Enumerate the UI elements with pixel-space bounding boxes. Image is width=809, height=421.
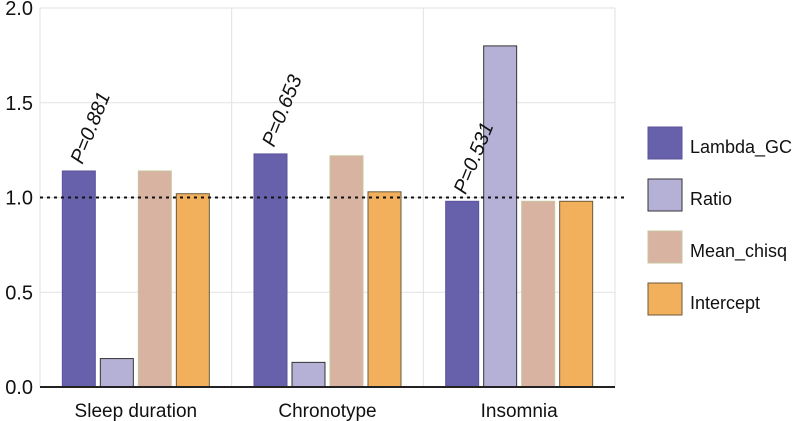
legend-label-mean-chisq: Mean_chisq — [690, 241, 787, 262]
bar-ratio-insomnia — [483, 45, 518, 388]
p-value-label: P=0.881 — [67, 89, 116, 167]
legend: Lambda_GC Ratio Mean_chisq Intercept — [647, 126, 792, 316]
legend-swatch-mean-chisq — [647, 230, 683, 264]
legend-label-intercept: Intercept — [690, 293, 760, 313]
bar-mean-chisq-chronotype — [329, 155, 364, 388]
y-tick-label: 0.0 — [5, 377, 33, 399]
bar-mean-chisq-sleep-duration — [137, 170, 172, 388]
y-tick-label: 2.0 — [5, 0, 33, 20]
legend-label-ratio: Ratio — [690, 189, 732, 209]
y-tick-label: 1.5 — [5, 93, 33, 115]
x-category-label: Chronotype — [278, 401, 376, 421]
y-tick-label: 0.5 — [5, 282, 33, 304]
bar-intercept-sleep-duration — [175, 193, 210, 388]
legend-label-lambda-gc: Lambda_GC — [690, 137, 792, 158]
bar-ratio-chronotype — [291, 361, 326, 388]
bar-lambda-gc-insomnia — [445, 200, 480, 388]
legend-swatch-ratio — [647, 178, 683, 212]
legend-swatch-lambda-gc — [647, 126, 683, 160]
x-axis-categories: Sleep duration Chronotype Insomnia — [75, 401, 559, 421]
y-axis-ticks: 0.0 0.5 1.0 1.5 2.0 — [5, 0, 33, 399]
p-value-label: P=0.653 — [258, 72, 307, 150]
bar-layer — [61, 45, 594, 388]
bar-intercept-insomnia — [559, 200, 594, 388]
bar-lambda-gc-chronotype — [253, 153, 288, 388]
bar-ratio-sleep-duration — [99, 358, 134, 388]
bar-intercept-chronotype — [367, 191, 402, 388]
bar-mean-chisq-insomnia — [521, 200, 556, 388]
x-category-label: Insomnia — [481, 401, 559, 421]
bar-lambda-gc-sleep-duration — [61, 170, 96, 388]
x-category-label: Sleep duration — [75, 401, 198, 421]
y-tick-label: 1.0 — [5, 188, 33, 210]
legend-swatch-intercept — [647, 282, 683, 316]
